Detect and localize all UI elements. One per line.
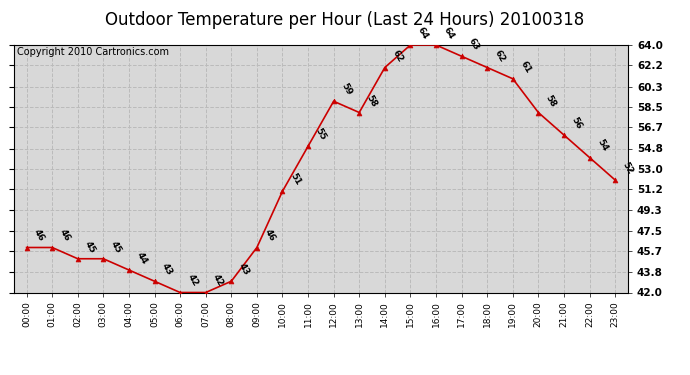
Text: 42: 42 [186,273,200,288]
Text: 45: 45 [83,239,97,255]
Text: 56: 56 [569,116,584,131]
Text: 59: 59 [339,82,353,97]
Text: 63: 63 [467,37,481,52]
Text: 46: 46 [58,228,72,243]
Text: 44: 44 [135,250,148,266]
Text: 46: 46 [32,228,46,243]
Text: 62: 62 [391,48,404,63]
Text: 45: 45 [109,239,123,255]
Text: 51: 51 [288,172,302,187]
Text: 55: 55 [314,127,328,142]
Text: 46: 46 [262,228,277,243]
Text: 61: 61 [518,59,533,75]
Text: 64: 64 [416,26,430,41]
Text: 62: 62 [493,48,506,63]
Text: 58: 58 [365,93,379,108]
Text: 43: 43 [160,262,174,277]
Text: Copyright 2010 Cartronics.com: Copyright 2010 Cartronics.com [17,48,169,57]
Text: 54: 54 [595,138,609,153]
Text: 52: 52 [621,160,635,176]
Text: 43: 43 [237,262,251,277]
Text: 58: 58 [544,93,558,108]
Text: 64: 64 [442,26,455,41]
Text: Outdoor Temperature per Hour (Last 24 Hours) 20100318: Outdoor Temperature per Hour (Last 24 Ho… [106,11,584,29]
Text: 42: 42 [211,273,226,288]
